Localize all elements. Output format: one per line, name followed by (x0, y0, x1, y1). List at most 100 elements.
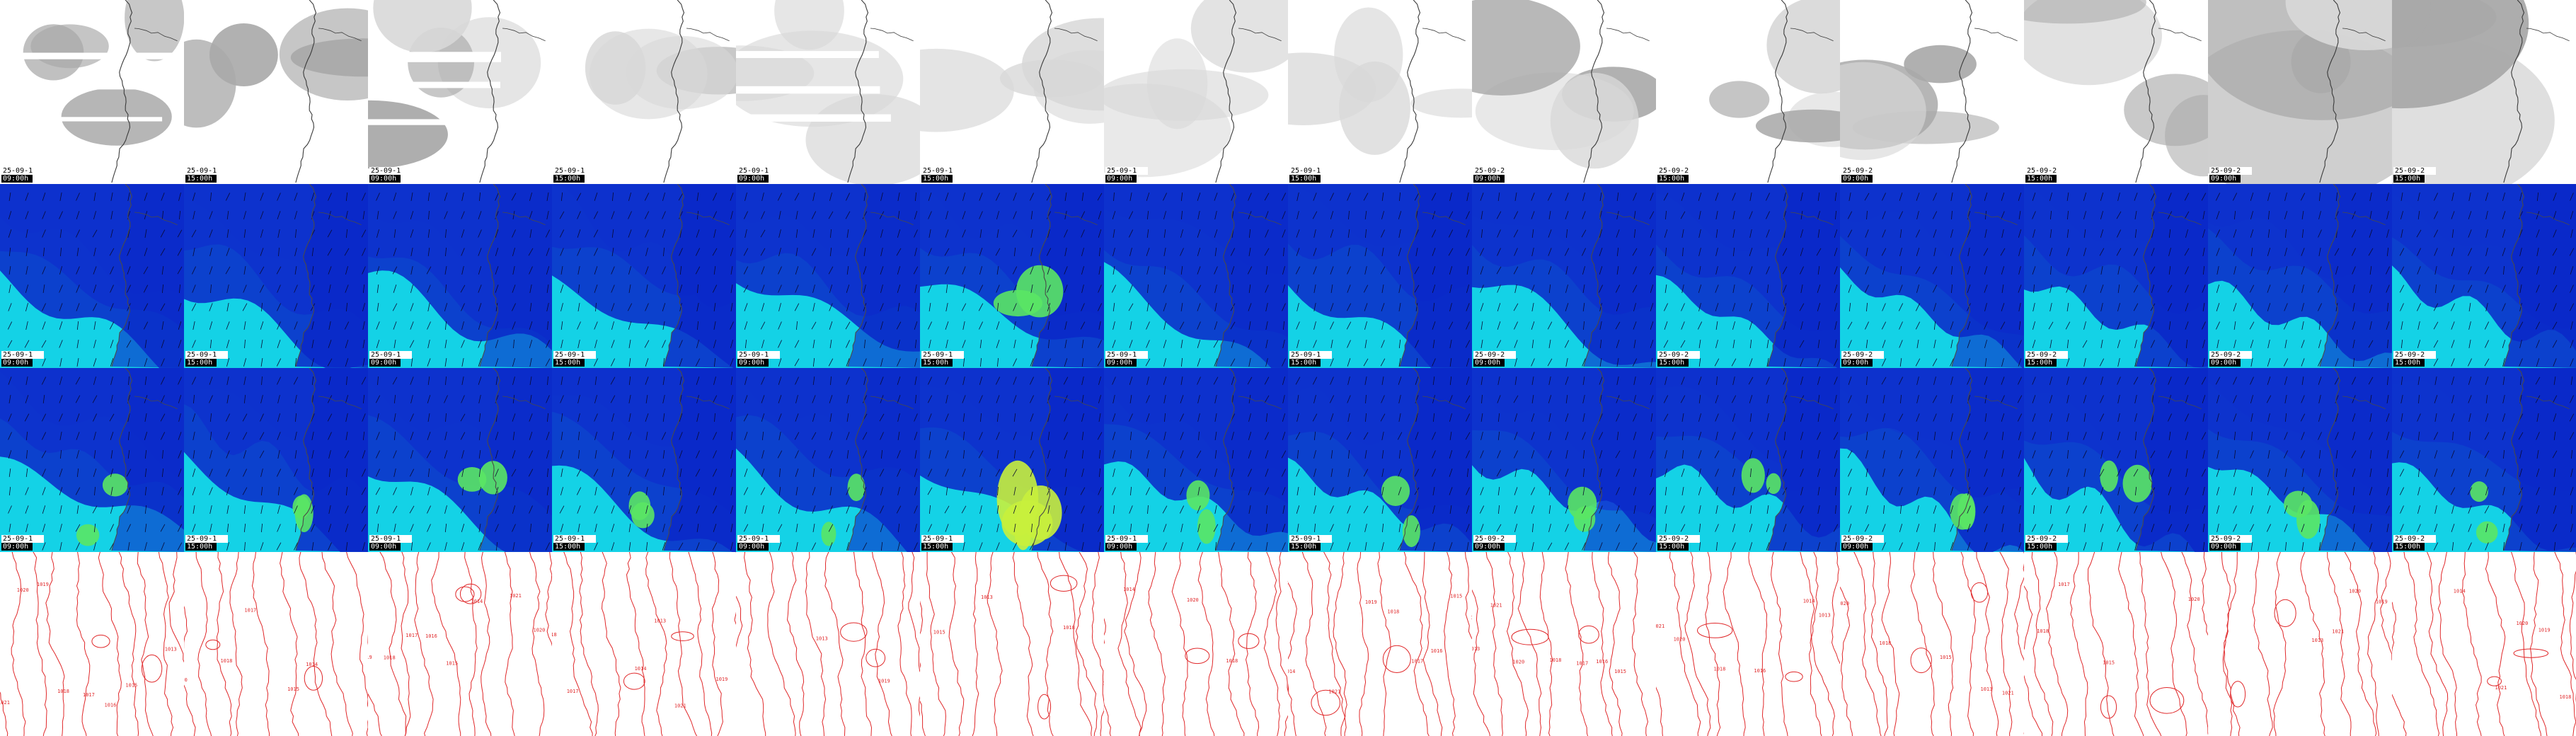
coastline (1399, 368, 1466, 551)
cloud-field (2208, 0, 2392, 184)
wind-arrows (1295, 192, 1471, 367)
map-panel-wind-10m: 25-09-2 09:00h (1840, 184, 2024, 368)
wind-map-icon (1104, 184, 1288, 368)
wind-arrows (1847, 376, 2023, 551)
wind-arrows (375, 192, 551, 367)
map-panel-cloud-cover: 25-09-1 09:00h (0, 0, 184, 184)
isobar-label: 1020 (2188, 597, 2200, 602)
coastline (111, 368, 178, 551)
isobar-label: 1020 (184, 677, 188, 683)
wind-field (1472, 184, 1656, 368)
valid-date: 25-09-1 (737, 535, 780, 543)
valid-hour: 15:00h (1289, 175, 1321, 183)
isobar-label: 1017 (83, 692, 95, 698)
cloud-map-icon (0, 0, 184, 184)
valid-hour: 15:00h (185, 359, 217, 367)
isobar-label: 1021 (1656, 623, 1664, 629)
isobar-label: 1019 (2538, 628, 2551, 633)
wind-map-icon (1288, 184, 1472, 368)
isobar-label: 1019 (1365, 599, 1377, 605)
isobar-label: 1015 (1450, 594, 1462, 599)
gust-field (368, 368, 552, 552)
isobar-label: 1016 (425, 633, 437, 639)
isobar-label: 1019 (716, 677, 728, 682)
valid-time-stamp: 25-09-2 15:00h (1657, 535, 1701, 551)
valid-time-stamp: 25-09-1 09:00h (737, 351, 781, 367)
valid-time-stamp: 25-09-2 09:00h (1473, 535, 1517, 551)
isobar-label: 1017 (1411, 658, 1423, 664)
valid-time-stamp: 25-09-1 15:00h (553, 535, 597, 551)
map-panel-wind-10m: 25-09-1 09:00h (736, 184, 920, 368)
valid-date: 25-09-1 (737, 351, 780, 359)
valid-date: 25-09-1 (1, 167, 44, 175)
coastline (1583, 368, 1650, 551)
map-panel-sea-level-pressure: 1018 1017 1014 1013 1021 1019 (552, 552, 736, 736)
valid-date: 25-09-2 (1657, 351, 1700, 359)
wind-map-icon (1472, 184, 1656, 368)
isobar-label: 1015 (1614, 669, 1626, 674)
valid-date: 25-09-2 (2025, 535, 2068, 543)
cloud-map-icon (1288, 0, 1472, 184)
valid-date: 25-09-2 (1841, 351, 1884, 359)
valid-time-stamp: 25-09-1 15:00h (1289, 535, 1333, 551)
coastline (1583, 0, 1650, 183)
map-panel-cloud-cover: 25-09-1 09:00h (1104, 0, 1288, 184)
wind-map-icon (0, 184, 184, 368)
isobar-label: 1017 (1576, 661, 1588, 667)
valid-hour: 09:00h (1841, 543, 1873, 551)
map-panel-wind-10m: 25-09-2 15:00h (2024, 184, 2208, 368)
coastline (1951, 0, 2018, 183)
map-panel-wind-gust: 25-09-2 15:00h (1656, 368, 1840, 552)
valid-date: 25-09-2 (2025, 351, 2068, 359)
isobar-label: 1013 (1981, 686, 1993, 692)
wind-map-icon (2024, 184, 2208, 368)
wind-arrows (192, 376, 367, 551)
wind-arrows (1111, 192, 1287, 367)
isobar-label: 1020 (1674, 636, 1686, 642)
gust-field (0, 368, 184, 552)
map-panel-wind-10m: 25-09-1 15:00h (1288, 184, 1472, 368)
isobar-label: 1019 (37, 582, 49, 587)
valid-time-stamp: 25-09-2 15:00h (2025, 535, 2069, 551)
valid-date: 25-09-2 (1657, 535, 1700, 543)
valid-date: 25-09-1 (369, 351, 412, 359)
isobar-label: 1021 (183, 697, 184, 703)
valid-time-stamp: 25-09-1 15:00h (921, 167, 965, 183)
isobar-label: 1017 (406, 633, 418, 638)
wind-field (1656, 184, 1840, 368)
valid-time-stamp: 25-09-1 09:00h (1105, 351, 1149, 367)
map-panel-wind-gust: 25-09-1 15:00h (184, 368, 368, 552)
valid-date: 25-09-2 (2209, 535, 2252, 543)
isobars: 1014 1020 1018 1015 (1104, 552, 1288, 736)
isobar-label: 1018 (1714, 666, 1726, 672)
map-panel-wind-gust: 25-09-1 15:00h (1288, 368, 1472, 552)
isobars: 1018 1017 1014 1013 1021 1019 (552, 552, 736, 736)
wind-arrows (559, 192, 734, 367)
isobar-label: 1016 (1596, 659, 1608, 665)
cloud-field (1472, 0, 1656, 169)
valid-time-stamp: 25-09-1 15:00h (1289, 351, 1333, 367)
map-panel-wind-gust: 25-09-2 09:00h (2208, 368, 2392, 552)
coastline (1031, 0, 1098, 183)
map-panel-wind-gust: 25-09-2 09:00h (1472, 368, 1656, 552)
valid-hour: 15:00h (2393, 543, 2425, 551)
coastline (2319, 184, 2386, 367)
isobar-map-icon: 10181017101510201019 (2024, 552, 2208, 736)
isobar-map-icon: 1015 1013 1018 1016 (920, 552, 1104, 736)
isobars: 102010181017101510141020 (184, 552, 368, 736)
coastline (479, 0, 546, 183)
valid-time-stamp: 25-09-2 15:00h (1657, 167, 1701, 183)
isobar-label: 1016 (1431, 648, 1443, 654)
isobar-label: 1021 (2332, 628, 2344, 634)
coastline (1767, 184, 1834, 367)
wind-arrows (1663, 376, 1839, 551)
coastline (1951, 368, 2018, 551)
isobar-label: 1018 (1550, 657, 1562, 663)
map-panel-cloud-cover: 25-09-1 09:00h (736, 0, 920, 184)
isobars: 1014 1021 1020 1019 1018 (2392, 552, 2576, 736)
isobar-label: 1014 (1288, 669, 1295, 674)
coastline (2503, 368, 2570, 551)
gust-field (2392, 368, 2576, 552)
isobar-map-icon: 101910181017101610151014102110201019 (368, 552, 552, 736)
valid-hour: 09:00h (1841, 175, 1873, 183)
